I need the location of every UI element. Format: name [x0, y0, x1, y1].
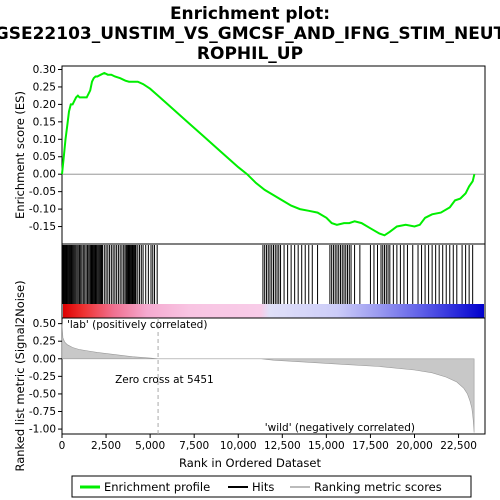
legend-enrichment-label: Enrichment profile	[104, 480, 210, 494]
x-tick-label: 5,000	[135, 440, 165, 452]
x-tick-label: 7,500	[179, 440, 209, 452]
metric-y-tick-label: -0.25	[29, 371, 56, 383]
title-line-3: ROPHIL_UP	[197, 44, 303, 64]
legend-hits-label: Hits	[252, 480, 274, 494]
x-tick-label: 12,500	[264, 440, 301, 452]
hits-barcode	[61, 245, 474, 304]
ranking-metric-area	[61, 323, 475, 433]
title-line-2: GSE22103_UNSTIM_VS_GMCSF_AND_IFNG_STIM_N…	[0, 24, 500, 44]
es-y-tick-label: -0.05	[29, 186, 56, 198]
metric-y-axis: 0.50 0.25 0.00 -0.25 -0.50 -0.75 -1.00	[29, 318, 62, 436]
enrichment-profile-line	[61, 71, 476, 237]
x-tick-label: 17,500	[352, 440, 389, 452]
legend-box	[71, 475, 472, 498]
es-y-tick-label: 0.15	[33, 116, 56, 128]
legend-metric-label: Ranking metric scores	[314, 480, 442, 494]
chart-title: Enrichment plot: GSE22103_UNSTIM_VS_GMCS…	[0, 4, 500, 64]
metric-y-tick-label: -0.75	[29, 406, 56, 418]
es-y-tick-label: -0.15	[29, 221, 56, 233]
x-axis: 0 2,500 5,000 7,500 10,000 12,500 15,000 17,500…	[59, 434, 477, 452]
metric-y-tick-label: 0.50	[33, 318, 56, 330]
ranking-color-bar	[63, 304, 484, 318]
x-tick-label: 15,000	[308, 440, 345, 452]
es-panel-frame	[61, 65, 486, 245]
es-y-tick-label: -0.10	[29, 204, 56, 216]
x-tick-label: 20,000	[396, 440, 433, 452]
es-y-tick-label: 0.10	[33, 134, 56, 146]
negative-label: 'wild' (negatively correlated)	[265, 422, 415, 434]
x-axis-label: Rank in Ordered Dataset	[179, 456, 322, 470]
es-y-axis: 0.30 0.25 0.20 0.15 0.10 0.05 0.00 -0.05 -0.10 -0…	[29, 64, 62, 233]
x-tick-label: 22,500	[440, 440, 477, 452]
es-y-tick-label: 0.05	[33, 151, 56, 163]
x-tick-label: 10,000	[220, 440, 257, 452]
es-y-tick-label: 0.30	[33, 64, 56, 76]
es-y-tick-label: 0.25	[33, 81, 56, 93]
x-tick-label: 2,500	[91, 440, 121, 452]
x-tick-label: 0	[59, 440, 66, 452]
title-line-1: Enrichment plot:	[170, 4, 330, 24]
legend: Enrichment profile Hits Ranking metric s…	[71, 475, 472, 498]
metric-y-tick-label: -0.50	[29, 388, 56, 400]
metric-y-axis-label: Ranked list metric (Signal2Noise)	[13, 280, 27, 471]
metric-y-tick-label: 0.00	[33, 353, 56, 365]
es-y-axis-label: Enrichment score (ES)	[13, 91, 27, 219]
metric-y-tick-label: 0.25	[33, 336, 56, 348]
es-y-tick-label: 0.20	[33, 99, 56, 111]
metric-y-tick-label: -1.00	[29, 424, 56, 436]
positive-label: 'lab' (positively correlated)	[67, 319, 207, 331]
es-y-tick-label: 0.00	[33, 169, 56, 181]
zero-cross-annotation: Zero cross at 5451	[115, 374, 214, 386]
